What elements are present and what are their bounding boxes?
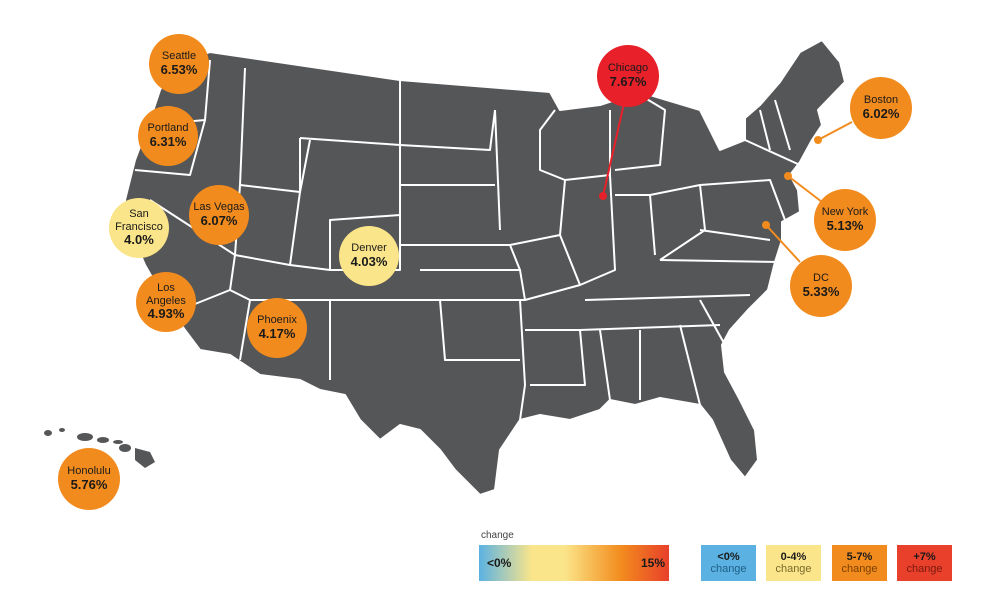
city-bubble-dc: DC 5.33% bbox=[790, 255, 852, 317]
newyork-point bbox=[784, 172, 792, 180]
city-name: New York bbox=[821, 206, 869, 219]
dc-leader bbox=[765, 224, 801, 263]
city-value: 5.76% bbox=[70, 476, 108, 492]
city-name: Portland bbox=[147, 122, 189, 135]
legend-gradient-bar: <0% 15% bbox=[479, 545, 669, 581]
city-value: 5.33% bbox=[802, 283, 840, 299]
city-bubble-los-angeles: Los Angeles 4.93% bbox=[136, 272, 196, 332]
city-value: 6.53% bbox=[160, 61, 198, 77]
city-bubble-las-vegas: Las Vegas 6.07% bbox=[189, 185, 249, 245]
city-value: 5.13% bbox=[826, 217, 864, 233]
swatch-range: <0% bbox=[717, 550, 740, 563]
legend-swatch-0-4: 0-4% change bbox=[766, 545, 821, 581]
land bbox=[124, 39, 846, 496]
city-bubble-san-francisco: San Francisco 4.0% bbox=[109, 198, 169, 258]
city-value: 6.31% bbox=[149, 133, 187, 149]
swatch-range: +7% bbox=[913, 550, 936, 563]
legend-swatch-negative: <0% change bbox=[701, 545, 756, 581]
swatch-label: change bbox=[775, 563, 812, 575]
city-name: Boston bbox=[863, 94, 899, 107]
legend-title: change bbox=[481, 530, 514, 541]
chicago-point bbox=[599, 192, 607, 200]
chicago-leader bbox=[602, 89, 628, 197]
city-value: 4.17% bbox=[258, 325, 296, 341]
city-name: Denver bbox=[351, 242, 387, 255]
city-value: 4.03% bbox=[350, 253, 388, 269]
city-bubble-phoenix: Phoenix 4.17% bbox=[247, 298, 307, 358]
city-name: Phoenix bbox=[257, 314, 297, 327]
city-name: Los Angeles bbox=[146, 281, 186, 307]
boston-point bbox=[814, 136, 822, 144]
swatch-range: 5-7% bbox=[846, 550, 873, 563]
city-bubble-portland: Portland 6.31% bbox=[138, 106, 198, 166]
legend-swatch-5-7: 5-7% change bbox=[832, 545, 887, 581]
city-bubble-honolulu: Honolulu 5.76% bbox=[58, 448, 120, 510]
city-name: Seattle bbox=[161, 50, 197, 63]
swatch-label: change bbox=[841, 563, 878, 575]
swatch-label: change bbox=[710, 563, 747, 575]
city-name: DC bbox=[813, 272, 829, 285]
leader-lines bbox=[599, 89, 853, 263]
legend-gradient-low: <0% bbox=[487, 556, 512, 570]
contiguous-us bbox=[124, 39, 846, 496]
city-name: Chicago bbox=[607, 62, 649, 75]
city-value: 6.07% bbox=[200, 212, 238, 228]
dc-point bbox=[762, 221, 770, 229]
legend-swatch-over-7: +7% change bbox=[897, 545, 952, 581]
swatch-range: 0-4% bbox=[780, 550, 807, 563]
city-name: Las Vegas bbox=[193, 201, 245, 214]
city-bubble-boston: Boston 6.02% bbox=[850, 77, 912, 139]
newyork-leader bbox=[787, 175, 823, 203]
city-name: San Francisco bbox=[115, 207, 163, 233]
legend-gradient-high: 15% bbox=[640, 556, 665, 570]
swatch-label: change bbox=[906, 563, 943, 575]
city-bubble-seattle: Seattle 6.53% bbox=[149, 34, 209, 94]
city-name: Honolulu bbox=[67, 465, 111, 478]
hawaii bbox=[44, 428, 155, 468]
city-value: 4.0% bbox=[124, 232, 154, 248]
city-bubble-denver: Denver 4.03% bbox=[339, 226, 399, 286]
city-value: 4.93% bbox=[147, 306, 185, 322]
city-bubble-chicago: Chicago 7.67% bbox=[597, 45, 659, 107]
city-bubble-new-york: New York 5.13% bbox=[814, 189, 876, 251]
boston-leader bbox=[817, 121, 853, 141]
city-value: 7.67% bbox=[609, 73, 647, 89]
city-value: 6.02% bbox=[862, 105, 900, 121]
